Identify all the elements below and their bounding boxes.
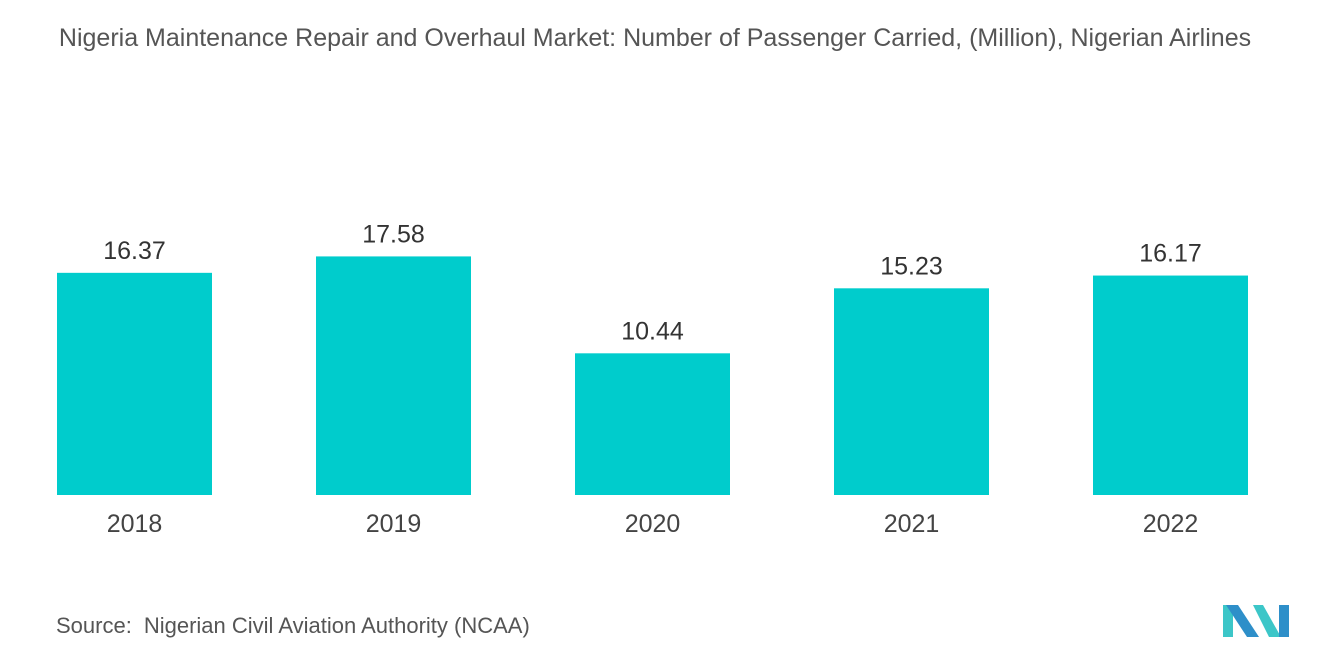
data-label: 16.17 xyxy=(1139,240,1202,268)
data-label: 17.58 xyxy=(362,220,425,248)
data-label: 15.23 xyxy=(880,252,943,280)
data-label: 16.37 xyxy=(103,237,166,265)
bar-2018 xyxy=(57,272,212,495)
bar-2021 xyxy=(834,288,989,495)
x-tick-label: 2018 xyxy=(107,510,163,538)
chart-title: Nigeria Maintenance Repair and Overhaul … xyxy=(58,24,1252,52)
brand-logo xyxy=(1223,605,1289,637)
bar-2019 xyxy=(316,256,471,495)
source-label: Source: xyxy=(56,613,132,638)
x-tick-label: 2021 xyxy=(884,510,940,538)
bar-chart: 16.37 2018 17.58 2019 10.44 2020 15.23 2021 16.1… xyxy=(57,220,1248,538)
bar-2022 xyxy=(1093,275,1248,495)
source-note: Source: Nigerian Civil Aviation Authority… xyxy=(56,613,530,639)
x-tick-label: 2019 xyxy=(366,510,422,538)
x-tick-label: 2020 xyxy=(625,510,681,538)
source-text: Nigerian Civil Aviation Authority (NCAA) xyxy=(143,613,530,638)
bar-2020 xyxy=(575,353,730,495)
data-label: 10.44 xyxy=(621,317,684,345)
x-tick-label: 2022 xyxy=(1143,510,1199,538)
